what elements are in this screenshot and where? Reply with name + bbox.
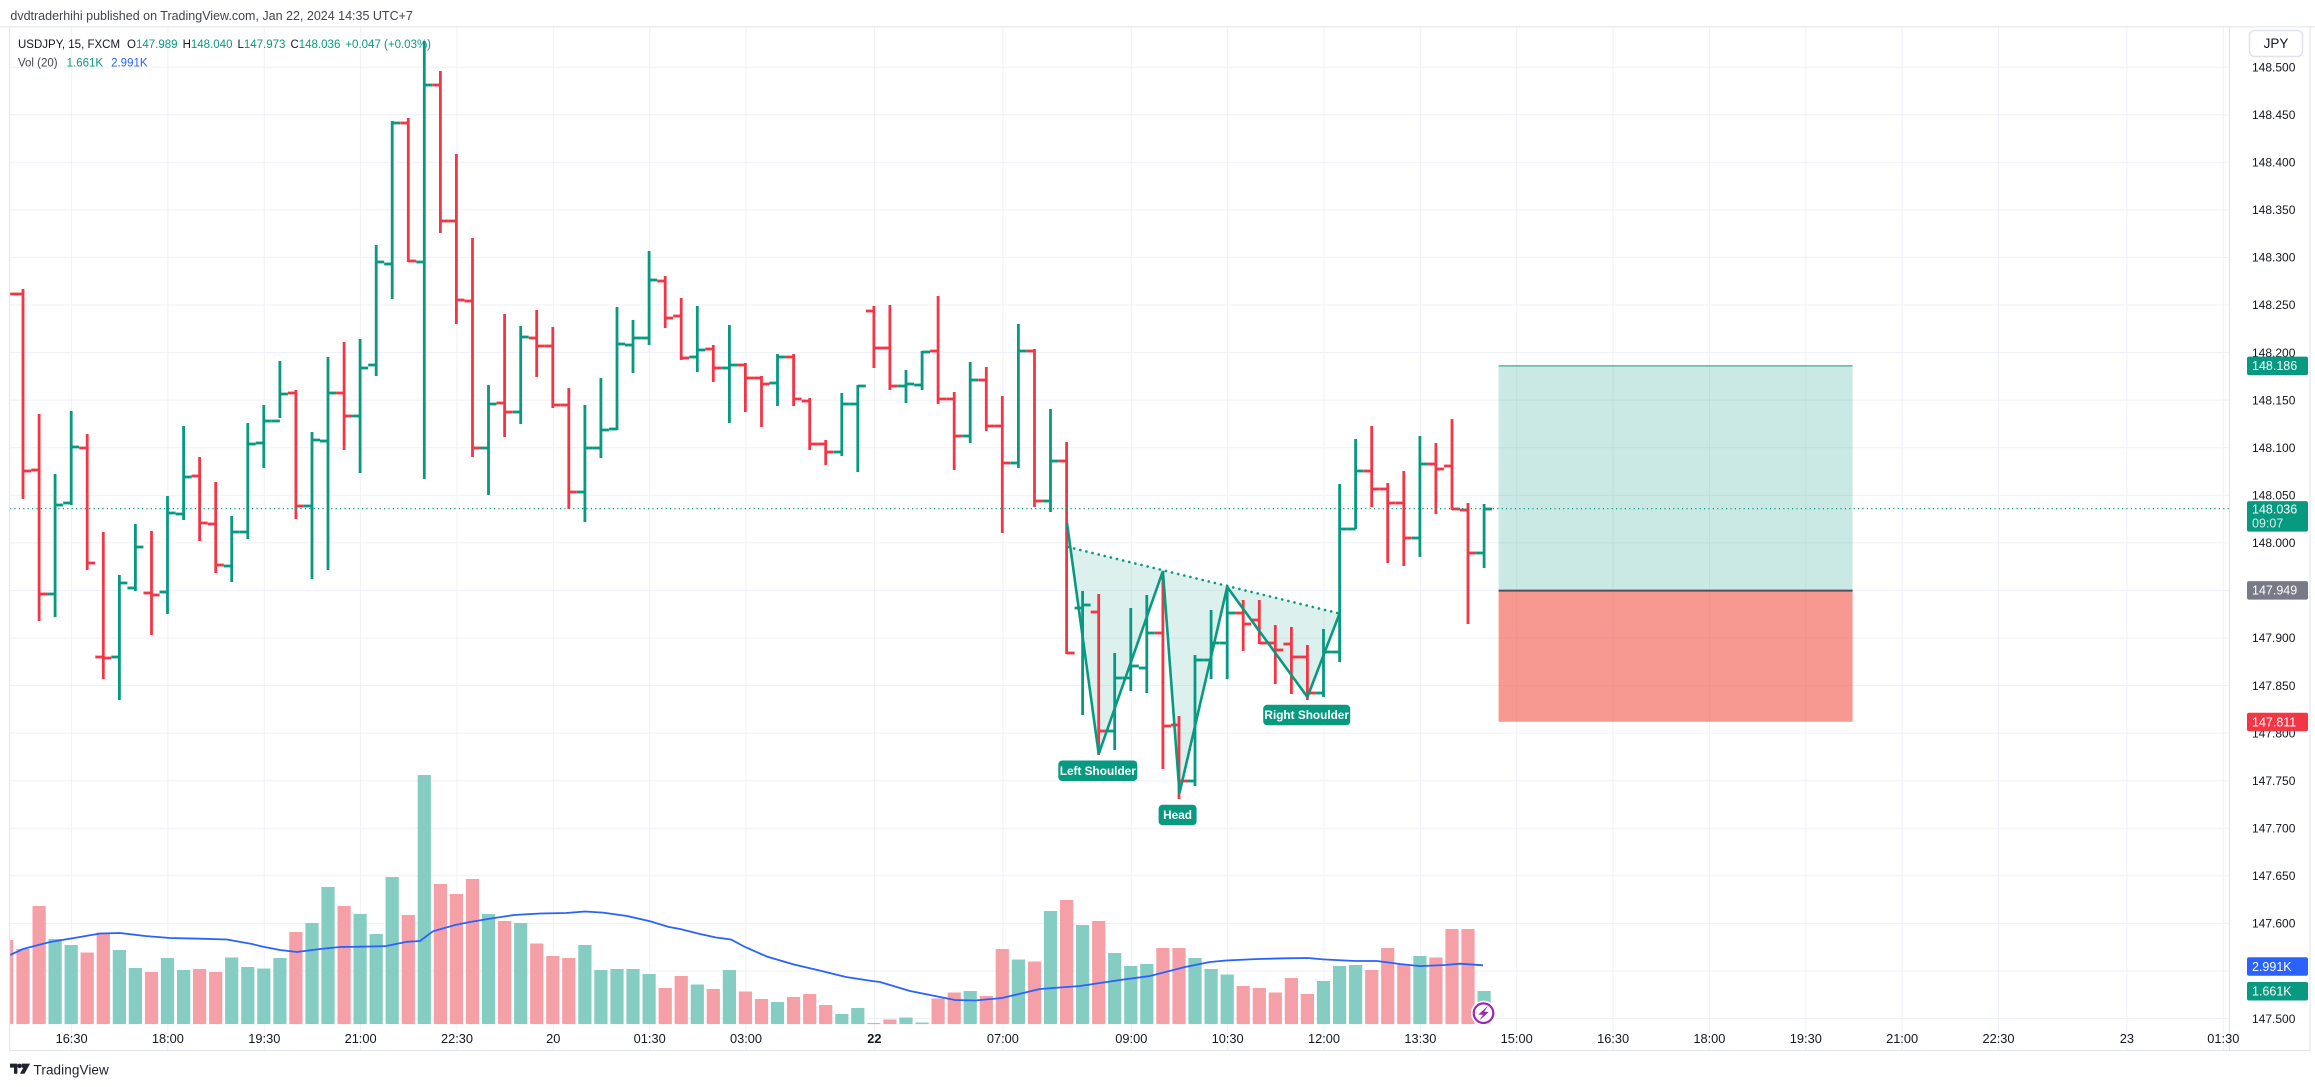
svg-text:147.900: 147.900 [2252,631,2296,645]
svg-text:19:30: 19:30 [1790,1031,1822,1046]
svg-text:09:07: 09:07 [2252,517,2283,531]
svg-text:19:30: 19:30 [248,1031,280,1046]
svg-text:22: 22 [867,1031,881,1046]
svg-text:10:30: 10:30 [1212,1031,1244,1046]
svg-text:148.300: 148.300 [2252,251,2296,265]
svg-text:147.650: 147.650 [2252,869,2296,883]
svg-text:03:00: 03:00 [730,1031,762,1046]
svg-text:148.186: 148.186 [2252,359,2297,373]
svg-text:18:00: 18:00 [152,1031,184,1046]
svg-text:15:00: 15:00 [1501,1031,1533,1046]
svg-text:148.500: 148.500 [2252,60,2296,74]
svg-text:148.250: 148.250 [2252,298,2296,312]
svg-text:TradingView: TradingView [34,1063,110,1078]
svg-text:148.050: 148.050 [2252,489,2296,503]
svg-text:148.350: 148.350 [2252,203,2296,217]
svg-text:2.991K: 2.991K [2252,960,2292,974]
svg-text:20: 20 [546,1031,560,1046]
svg-text:148.200: 148.200 [2252,346,2296,360]
svg-text:148.100: 148.100 [2252,441,2296,455]
svg-text:07:00: 07:00 [987,1031,1019,1046]
svg-text:Right Shoulder: Right Shoulder [1264,708,1349,722]
svg-text:01:30: 01:30 [634,1031,666,1046]
svg-text:Head: Head [1163,808,1192,822]
svg-text:dvdtraderhihi published on Tra: dvdtraderhihi published on TradingView.c… [10,9,413,23]
svg-text:1.661K: 1.661K [2252,985,2292,999]
svg-text:147.500: 147.500 [2252,1012,2296,1026]
svg-text:21:00: 21:00 [1886,1031,1918,1046]
svg-text:09:00: 09:00 [1115,1031,1147,1046]
svg-text:148.036: 148.036 [2252,503,2297,517]
svg-text:147.600: 147.600 [2252,917,2296,931]
svg-text:23: 23 [2120,1031,2134,1046]
svg-text:Left Shoulder: Left Shoulder [1060,764,1136,778]
svg-text:22:30: 22:30 [1982,1031,2014,1046]
svg-text:01:30: 01:30 [2207,1031,2239,1046]
svg-text:22:30: 22:30 [441,1031,473,1046]
svg-text:147.811: 147.811 [2252,715,2296,729]
svg-text:JPY: JPY [2264,36,2289,51]
svg-text:148.150: 148.150 [2252,393,2296,407]
svg-text:147.949: 147.949 [2252,584,2297,598]
svg-text:21:00: 21:00 [345,1031,377,1046]
svg-text:13:30: 13:30 [1404,1031,1436,1046]
svg-text:147.700: 147.700 [2252,822,2296,836]
svg-text:148.450: 148.450 [2252,108,2296,122]
svg-text:147.850: 147.850 [2252,679,2296,693]
svg-text:148.000: 148.000 [2252,536,2296,550]
svg-text:16:30: 16:30 [56,1031,88,1046]
svg-text:12:00: 12:00 [1308,1031,1340,1046]
svg-text:148.400: 148.400 [2252,156,2296,170]
svg-text:147.750: 147.750 [2252,774,2296,788]
svg-text:16:30: 16:30 [1597,1031,1629,1046]
svg-text:18:00: 18:00 [1693,1031,1725,1046]
